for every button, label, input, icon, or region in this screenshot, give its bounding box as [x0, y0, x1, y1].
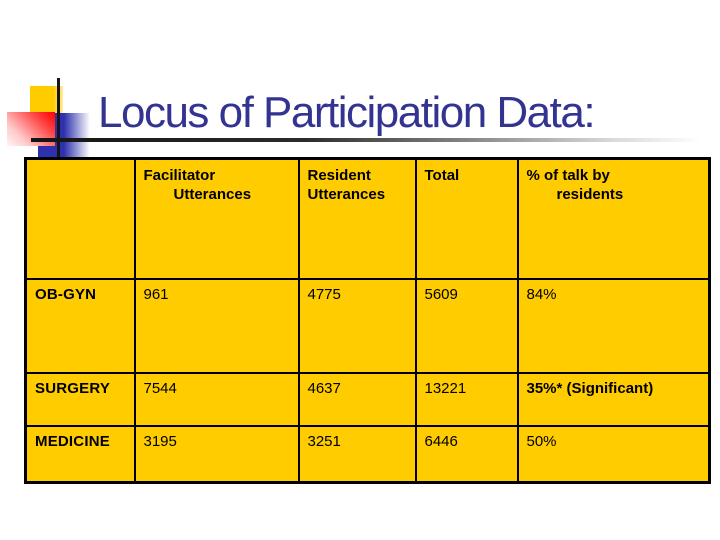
- cell-surgery-facilitator: 7544: [133, 371, 300, 427]
- table-header-row: Facilitator Utterances Resident Utteranc…: [24, 157, 711, 280]
- header-line: Utterances: [173, 186, 252, 203]
- header-line: Utterances: [307, 186, 386, 203]
- cell-medicine-pct: 50%: [516, 424, 711, 484]
- header-cell-resident-utterances: Resident Utterances: [297, 157, 417, 280]
- row-label-obgyn: OB-GYN: [24, 277, 136, 374]
- header-line: Facilitator: [143, 167, 216, 184]
- cell-medicine-facilitator: 3195: [133, 424, 300, 484]
- table-row-surgery: SURGERY 7544 4637 13221 35%* (Significan…: [24, 371, 711, 427]
- cell-obgyn-facilitator: 961: [133, 277, 300, 374]
- page-title: Locus of Participation Data:: [98, 88, 596, 137]
- cell-obgyn-total: 5609: [414, 277, 519, 374]
- cell-obgyn-resident: 4775: [297, 277, 417, 374]
- participation-table: Facilitator Utterances Resident Utteranc…: [24, 157, 711, 484]
- ornament-vertical-line: [57, 78, 60, 157]
- cell-surgery-pct-highlighted: 35%* (Significant): [516, 371, 711, 427]
- table-row-obgyn: OB-GYN 961 4775 5609 84%: [24, 277, 711, 374]
- header-cell-total: Total: [414, 157, 519, 280]
- row-label-medicine: MEDICINE: [24, 424, 136, 484]
- cell-medicine-total: 6446: [414, 424, 519, 484]
- header-cell-blank: [24, 157, 136, 280]
- cell-surgery-resident: 4637: [297, 371, 417, 427]
- header-line: % of talk by: [526, 167, 610, 184]
- cell-surgery-total: 13221: [414, 371, 519, 427]
- header-cell-facilitator-utterances: Facilitator Utterances: [133, 157, 300, 280]
- title-underline-rule: [31, 138, 715, 142]
- table-row-medicine: MEDICINE 3195 3251 6446 50%: [24, 424, 711, 484]
- header-line: Resident: [307, 167, 371, 184]
- header-line: Total: [424, 167, 460, 184]
- row-label-surgery: SURGERY: [24, 371, 136, 427]
- cell-medicine-resident: 3251: [297, 424, 417, 484]
- header-line: residents: [556, 186, 624, 203]
- header-cell-pct-talk-by-residents: % of talk by residents: [516, 157, 711, 280]
- cell-obgyn-pct: 84%: [516, 277, 711, 374]
